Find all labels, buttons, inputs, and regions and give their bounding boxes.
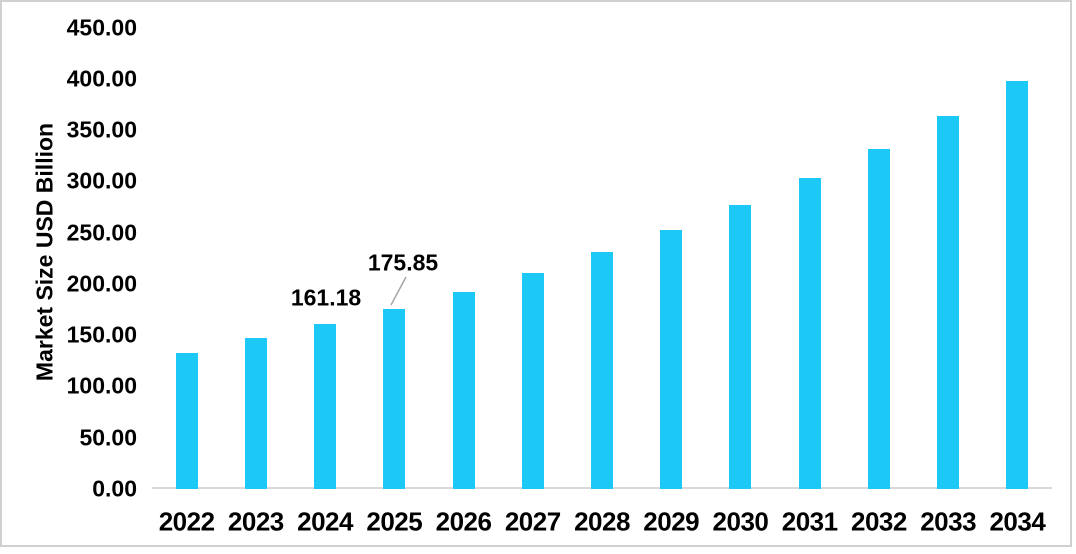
bar-2022 <box>175 352 198 489</box>
x-tick-2023: 2023 <box>227 506 284 537</box>
bar-2033 <box>937 116 960 489</box>
x-tick-2028: 2028 <box>574 506 630 537</box>
y-tick-350.00: 350.00 <box>66 116 137 143</box>
x-tick-2034: 2034 <box>989 506 1046 537</box>
y-tick-300.00: 300.00 <box>66 167 137 194</box>
y-tick-450.00: 450.00 <box>66 14 137 40</box>
bar-2027 <box>521 272 544 489</box>
y-tick-250.00: 250.00 <box>66 219 137 246</box>
y-tick-400.00: 400.00 <box>66 65 137 92</box>
bar-2032 <box>867 148 890 489</box>
y-tick-200.00: 200.00 <box>66 270 137 297</box>
y-tick-150.00: 150.00 <box>66 321 137 348</box>
bar-2029 <box>660 229 683 489</box>
x-tick-2032: 2032 <box>851 506 907 537</box>
bar-2030 <box>729 205 752 489</box>
bar-2023 <box>244 338 267 489</box>
x-tick-2027: 2027 <box>504 506 561 537</box>
x-tick-2024: 2024 <box>297 506 353 537</box>
x-tick-2031: 2031 <box>781 506 838 537</box>
bar-2028 <box>591 252 613 489</box>
x-tick-2022: 2022 <box>158 506 215 537</box>
bar-2031 <box>798 178 821 489</box>
x-tick-2026: 2026 <box>435 506 492 537</box>
data-label-2025: 175.85 <box>367 249 439 276</box>
bar-2034 <box>1006 80 1029 489</box>
x-tick-2033: 2033 <box>920 506 977 537</box>
data-label-2024: 161.18 <box>290 284 362 311</box>
x-tick-2030: 2030 <box>712 506 769 537</box>
bar-2026 <box>452 291 475 489</box>
y-tick-100.00: 100.00 <box>66 372 137 399</box>
bar-2024 <box>314 323 337 489</box>
x-tick-2029: 2029 <box>643 506 700 537</box>
y-tick-50.00: 50.00 <box>79 424 137 451</box>
x-tick-2025: 2025 <box>366 506 423 537</box>
bar-2025 <box>383 308 406 489</box>
y-tick-0.00: 0.00 <box>92 475 137 502</box>
